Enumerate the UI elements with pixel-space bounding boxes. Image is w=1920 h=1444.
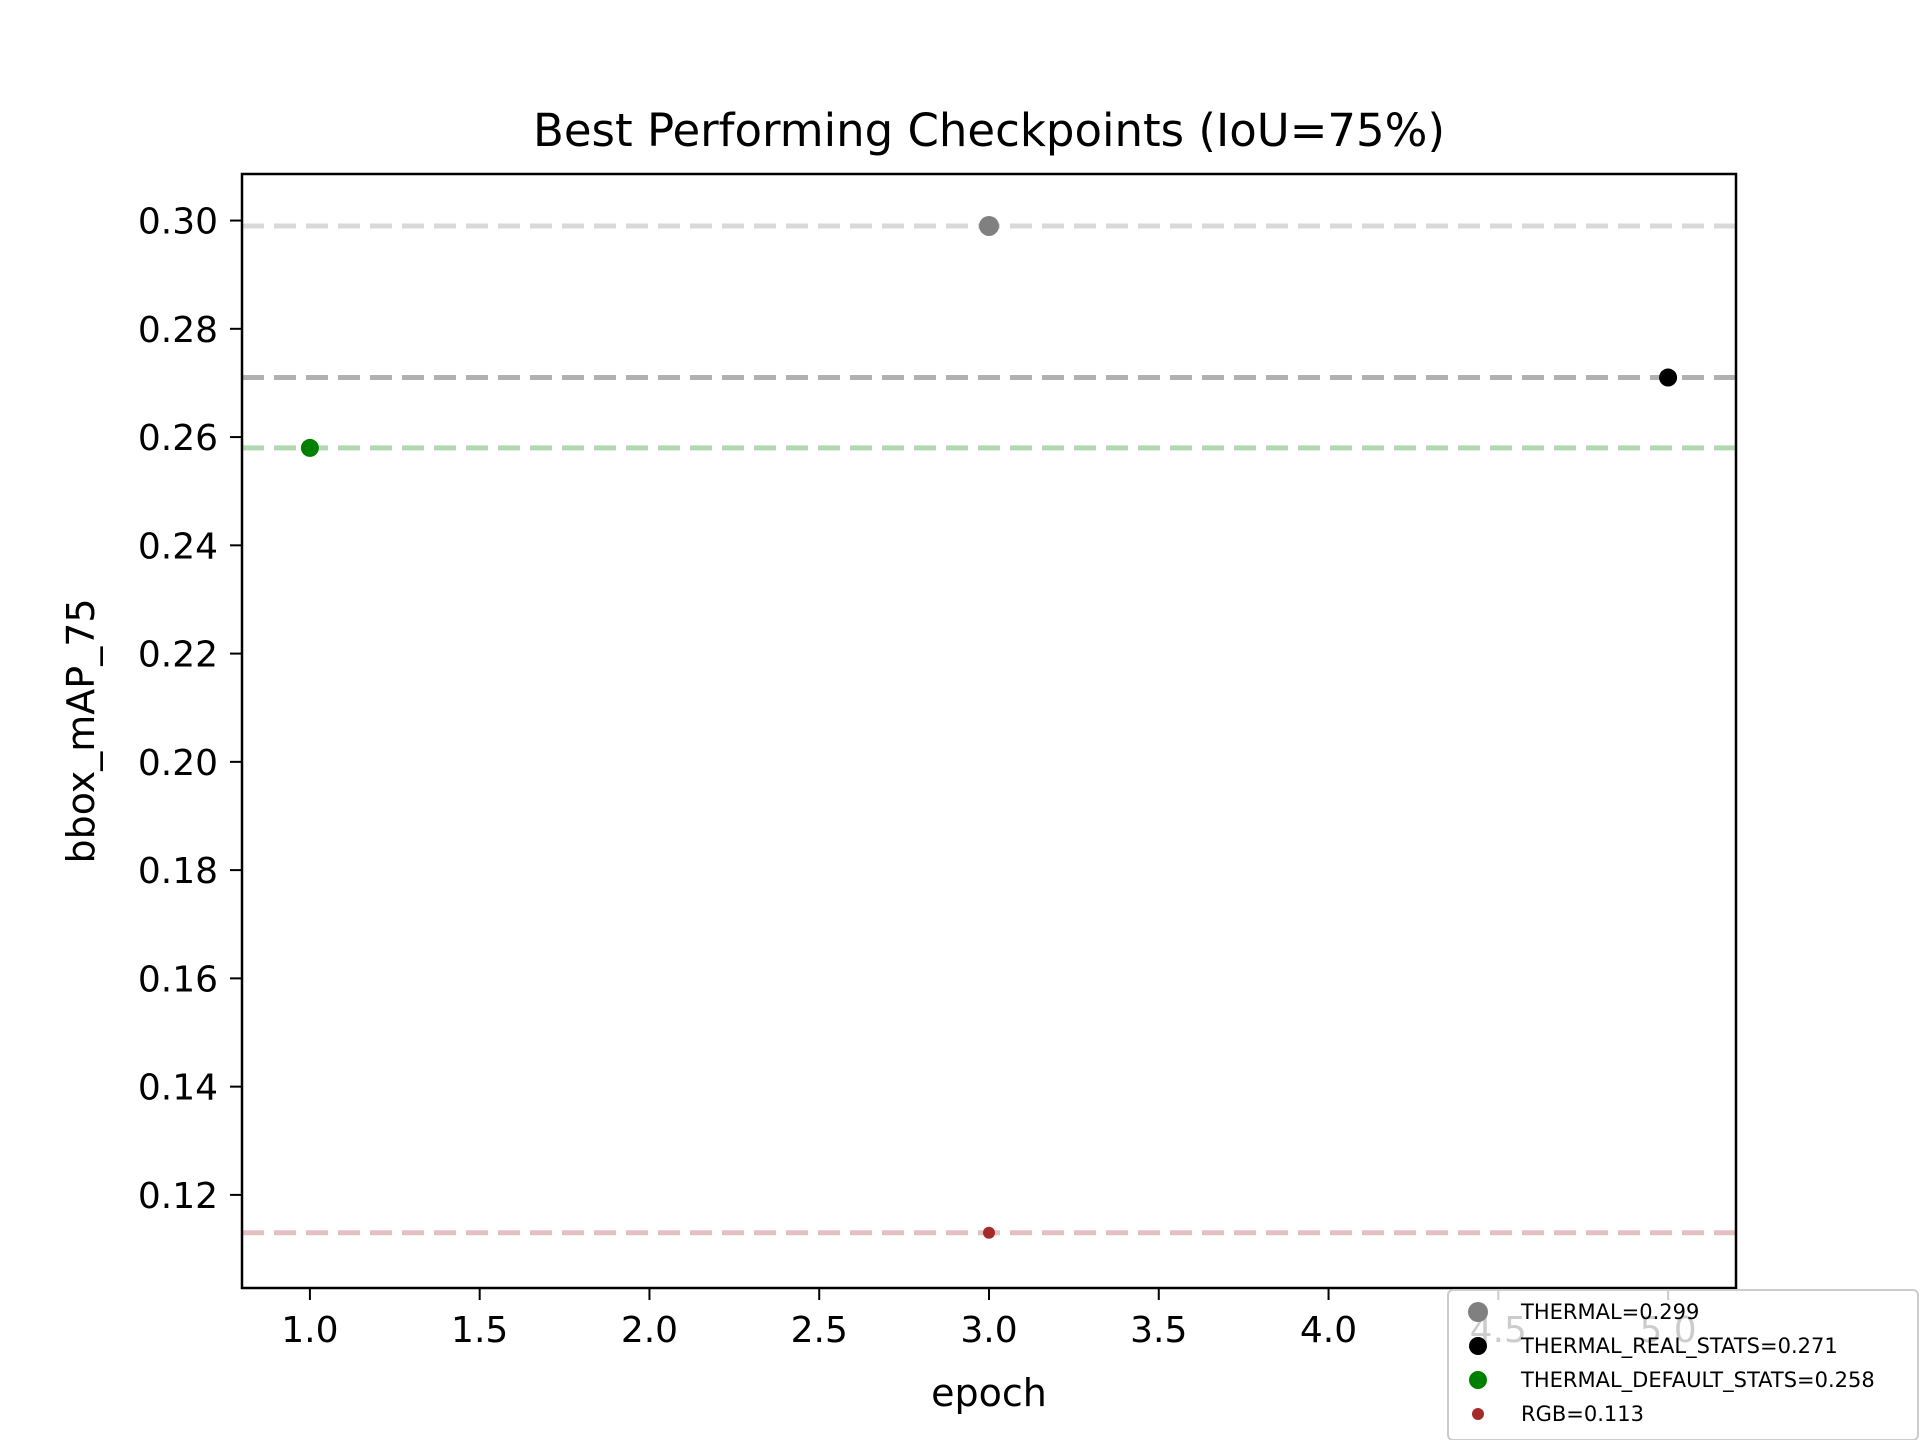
legend-marker (1469, 1337, 1487, 1355)
legend-entry: THERMAL_DEFAULT_STATS=0.258 (1520, 1368, 1875, 1393)
y-tick-label: 0.14 (138, 1068, 218, 1109)
legend: THERMAL=0.299 THERMAL_REAL_STATS=0.271 THE… (1447, 1289, 1919, 1441)
x-tick-label: 4.0 (1300, 1310, 1357, 1351)
x-tick-label: 3.5 (1130, 1310, 1187, 1351)
legend-entry: THERMAL_REAL_STATS=0.271 (1520, 1334, 1838, 1359)
legend-marker (1469, 1371, 1487, 1389)
x-tick-label: 2.5 (791, 1310, 848, 1351)
y-tick-label: 0.12 (138, 1176, 218, 1217)
data-point (1659, 368, 1678, 387)
data-point (300, 438, 319, 457)
legend-entry: THERMAL=0.299 (1520, 1300, 1699, 1324)
legend-marker (1472, 1408, 1484, 1420)
legend-marker (1468, 1302, 1488, 1322)
data-points (300, 215, 1678, 1239)
y-axis-label: bbox_mAP_75 (59, 598, 103, 863)
x-tick-label: 1.5 (451, 1310, 508, 1351)
x-tick-label: 3.0 (960, 1310, 1017, 1351)
y-tick-label: 0.16 (138, 959, 218, 1000)
y-tick-label: 0.30 (138, 202, 218, 243)
y-tick-label: 0.24 (138, 526, 218, 567)
y-axis-ticks: 0.12 0.14 0.16 0.18 0.20 0.22 0.24 0.26 0.28 0.30 (138, 202, 242, 1217)
y-tick-label: 0.18 (138, 851, 218, 892)
data-point (983, 1226, 995, 1239)
y-tick-label: 0.26 (138, 418, 218, 459)
legend-entry: RGB=0.113 (1521, 1402, 1644, 1426)
plot-frame (240, 172, 1738, 1290)
y-tick-label: 0.20 (138, 743, 218, 784)
chart-title: Best Performing Checkpoints (IoU=75%) (533, 104, 1445, 157)
y-tick-label: 0.22 (138, 635, 218, 676)
x-axis-label: epoch (931, 1371, 1047, 1415)
x-tick-label: 2.0 (621, 1310, 678, 1351)
data-point (979, 215, 999, 236)
x-tick-label: 1.0 (281, 1310, 338, 1351)
y-tick-label: 0.28 (138, 310, 218, 351)
